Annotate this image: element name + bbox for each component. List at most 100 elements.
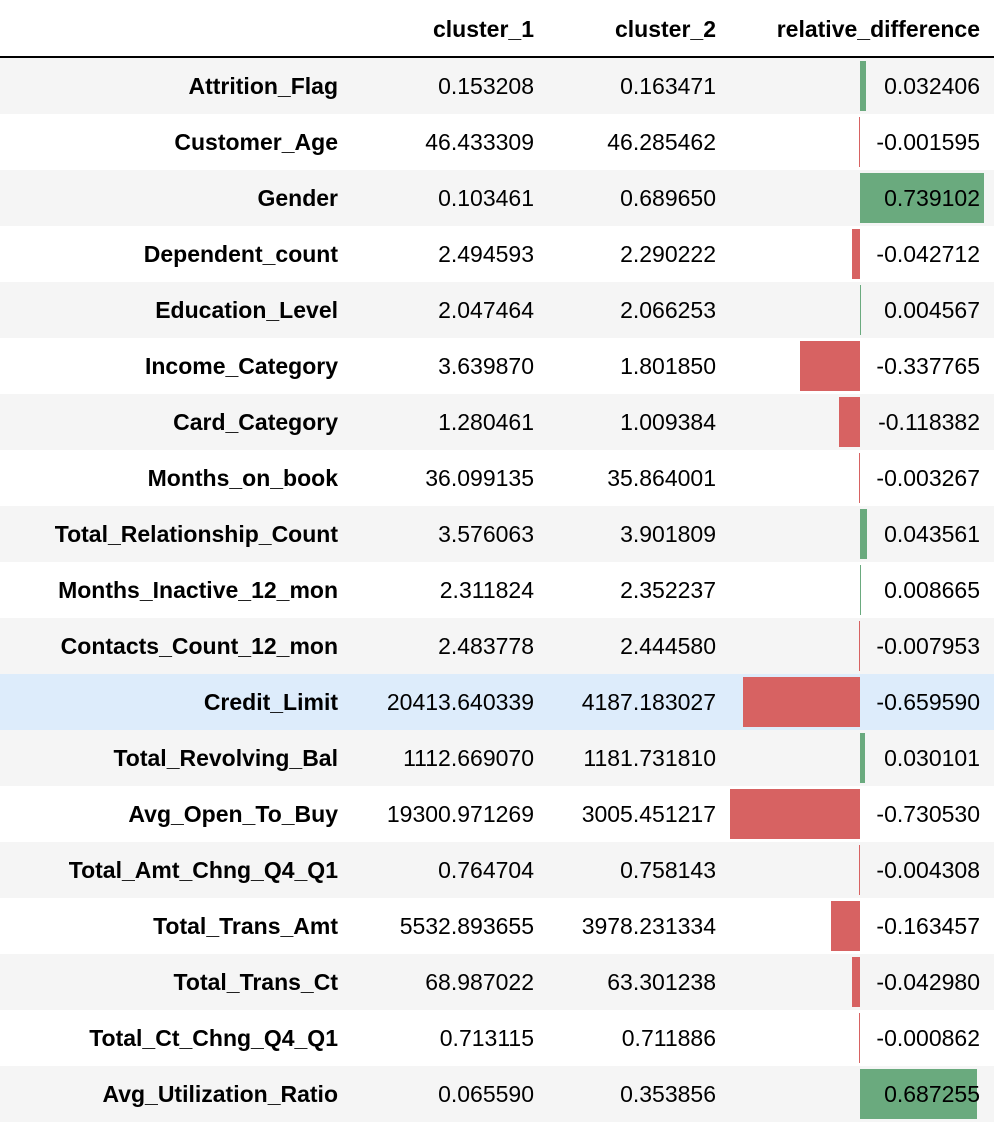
cell-cluster-1: 3.639870 [438, 353, 534, 379]
table-row[interactable]: Months_Inactive_12_mon 2.311824 2.352237 0.… [0, 562, 994, 618]
cell-cluster-1: 20413.640339 [386, 689, 534, 715]
cell-cluster-2: 3978.231334 [581, 913, 716, 939]
row-label: Total_Relationship_Count [54, 521, 338, 547]
relative-difference-bar [799, 341, 860, 391]
cell-relative-difference: -0.007953 [730, 618, 994, 674]
cell-cluster-2: 0.758143 [620, 857, 716, 883]
table-row[interactable]: Total_Amt_Chng_Q4_Q1 0.764704 0.758143 -0.0… [0, 842, 994, 898]
table-row[interactable]: Card_Category 1.280461 1.009384 -0.118382 [0, 394, 994, 450]
table-row[interactable]: Customer_Age 46.433309 46.285462 -0.001595 [0, 114, 994, 170]
table-row[interactable]: Months_on_book 36.099135 35.864001 -0.00326… [0, 450, 994, 506]
relative-difference-bar [830, 901, 860, 951]
table-header: cluster_1 cluster_2 relative_difference [0, 0, 994, 58]
row-label: Education_Level [155, 297, 338, 323]
cell-cluster-2: 0.353856 [620, 1081, 716, 1107]
relative-difference-value: 0.687255 [884, 1081, 980, 1107]
cell-cluster-1: 2.047464 [438, 297, 534, 323]
relative-difference-value: -0.042712 [876, 241, 980, 267]
table-row[interactable]: Income_Category 3.639870 1.801850 -0.337765 [0, 338, 994, 394]
cell-cluster-2: 63.301238 [607, 969, 716, 995]
cell-relative-difference: 0.030101 [730, 730, 994, 786]
row-label: Customer_Age [174, 129, 338, 155]
relative-difference-bar [859, 117, 860, 167]
cell-relative-difference: -0.337765 [730, 338, 994, 394]
row-label: Gender [257, 185, 338, 211]
row-label: Dependent_count [143, 241, 338, 267]
cell-relative-difference: 0.687255 [730, 1066, 994, 1122]
relative-difference-bar [858, 621, 860, 671]
row-label: Total_Amt_Chng_Q4_Q1 [68, 857, 338, 883]
cell-cluster-2: 2.352237 [620, 577, 716, 603]
row-label: Avg_Open_To_Buy [128, 801, 338, 827]
cell-cluster-2: 0.163471 [620, 73, 716, 99]
relative-difference-bar [860, 565, 862, 615]
cell-relative-difference: -0.042980 [730, 954, 994, 1010]
cell-cluster-1: 68.987022 [425, 969, 534, 995]
row-label: Months_on_book [147, 465, 338, 491]
cell-relative-difference: -0.659590 [730, 674, 994, 730]
relative-difference-bar [742, 677, 860, 727]
cell-cluster-2: 0.711886 [621, 1025, 716, 1051]
cell-cluster-1: 0.764704 [438, 857, 534, 883]
cell-cluster-1: 0.713115 [439, 1025, 534, 1051]
row-label: Card_Category [173, 409, 338, 435]
cell-cluster-1: 2.311824 [439, 577, 534, 603]
cell-cluster-2: 2.066253 [620, 297, 716, 323]
row-label: Total_Ct_Chng_Q4_Q1 [89, 1025, 338, 1051]
table-row[interactable]: Avg_Utilization_Ratio 0.065590 0.353856 0.6… [0, 1066, 994, 1122]
cell-relative-difference: 0.739102 [730, 170, 994, 226]
cell-cluster-2: 46.285462 [607, 129, 716, 155]
row-label: Months_Inactive_12_mon [58, 577, 338, 603]
relative-difference-value: 0.739102 [884, 185, 980, 211]
row-label: Attrition_Flag [188, 73, 339, 99]
cell-cluster-1: 0.065590 [438, 1081, 534, 1107]
table-row[interactable]: Total_Ct_Chng_Q4_Q1 0.713115 0.711886 -0.00… [0, 1010, 994, 1066]
table-row[interactable]: Total_Trans_Ct 68.987022 63.301238 -0.04298… [0, 954, 994, 1010]
table-row[interactable]: Total_Revolving_Bal 1112.669070 1181.73181… [0, 730, 994, 786]
table-row[interactable]: Total_Relationship_Count 3.576063 3.901809… [0, 506, 994, 562]
relative-difference-bar [859, 1013, 860, 1063]
cell-cluster-1: 5532.893655 [399, 913, 534, 939]
table-row[interactable]: Avg_Open_To_Buy 19300.971269 3005.451217 -0… [0, 786, 994, 842]
relative-difference-value: -0.001595 [876, 129, 980, 155]
cell-cluster-2: 35.864001 [607, 465, 716, 491]
relative-difference-bar [860, 285, 861, 335]
table-row[interactable]: Total_Trans_Amt 5532.893655 3978.231334 -0.… [0, 898, 994, 954]
relative-difference-bar [860, 509, 868, 559]
cell-relative-difference: -0.000862 [730, 1010, 994, 1066]
table-row[interactable]: Credit_Limit 20413.640339 4187.183027 -0.65… [0, 674, 994, 730]
relative-difference-bar [859, 453, 860, 503]
table-row[interactable]: Dependent_count 2.494593 2.290222 -0.042712 [0, 226, 994, 282]
cell-relative-difference: -0.730530 [730, 786, 994, 842]
cell-cluster-2: 1.801850 [620, 353, 716, 379]
relative-difference-value: 0.043561 [884, 521, 980, 547]
cell-cluster-2: 0.689650 [620, 185, 716, 211]
cell-cluster-1: 19300.971269 [386, 801, 534, 827]
table-row[interactable]: Education_Level 2.047464 2.066253 0.004567 [0, 282, 994, 338]
table-row[interactable]: Gender 0.103461 0.689650 0.739102 [0, 170, 994, 226]
relative-difference-value: -0.000862 [876, 1025, 980, 1051]
table-body: Attrition_Flag 0.153208 0.163471 0.032406 Cu… [0, 58, 994, 1122]
cell-relative-difference: -0.042712 [730, 226, 994, 282]
table-row[interactable]: Attrition_Flag 0.153208 0.163471 0.032406 [0, 58, 994, 114]
cell-relative-difference: -0.118382 [730, 394, 994, 450]
cell-relative-difference: -0.001595 [730, 114, 994, 170]
relative-difference-value: -0.118382 [878, 409, 980, 435]
row-label: Total_Revolving_Bal [113, 745, 338, 771]
cell-relative-difference: 0.004567 [730, 282, 994, 338]
relative-difference-bar [860, 61, 866, 111]
row-label: Total_Trans_Ct [173, 969, 338, 995]
table-row[interactable]: Contacts_Count_12_mon 2.483778 2.444580 -0.… [0, 618, 994, 674]
row-label: Credit_Limit [203, 689, 338, 715]
cell-cluster-1: 2.483778 [438, 633, 534, 659]
cell-relative-difference: -0.163457 [730, 898, 994, 954]
relative-difference-value: -0.004308 [876, 857, 980, 883]
cell-cluster-1: 0.153208 [438, 73, 534, 99]
relative-difference-value: 0.004567 [884, 297, 980, 323]
column-header-relative-difference: relative_difference [776, 16, 980, 42]
cell-cluster-1: 1112.669070 [403, 745, 534, 771]
relative-difference-bar [860, 733, 866, 783]
cell-relative-difference: 0.032406 [730, 58, 994, 114]
cell-cluster-2: 3.901809 [620, 521, 716, 547]
